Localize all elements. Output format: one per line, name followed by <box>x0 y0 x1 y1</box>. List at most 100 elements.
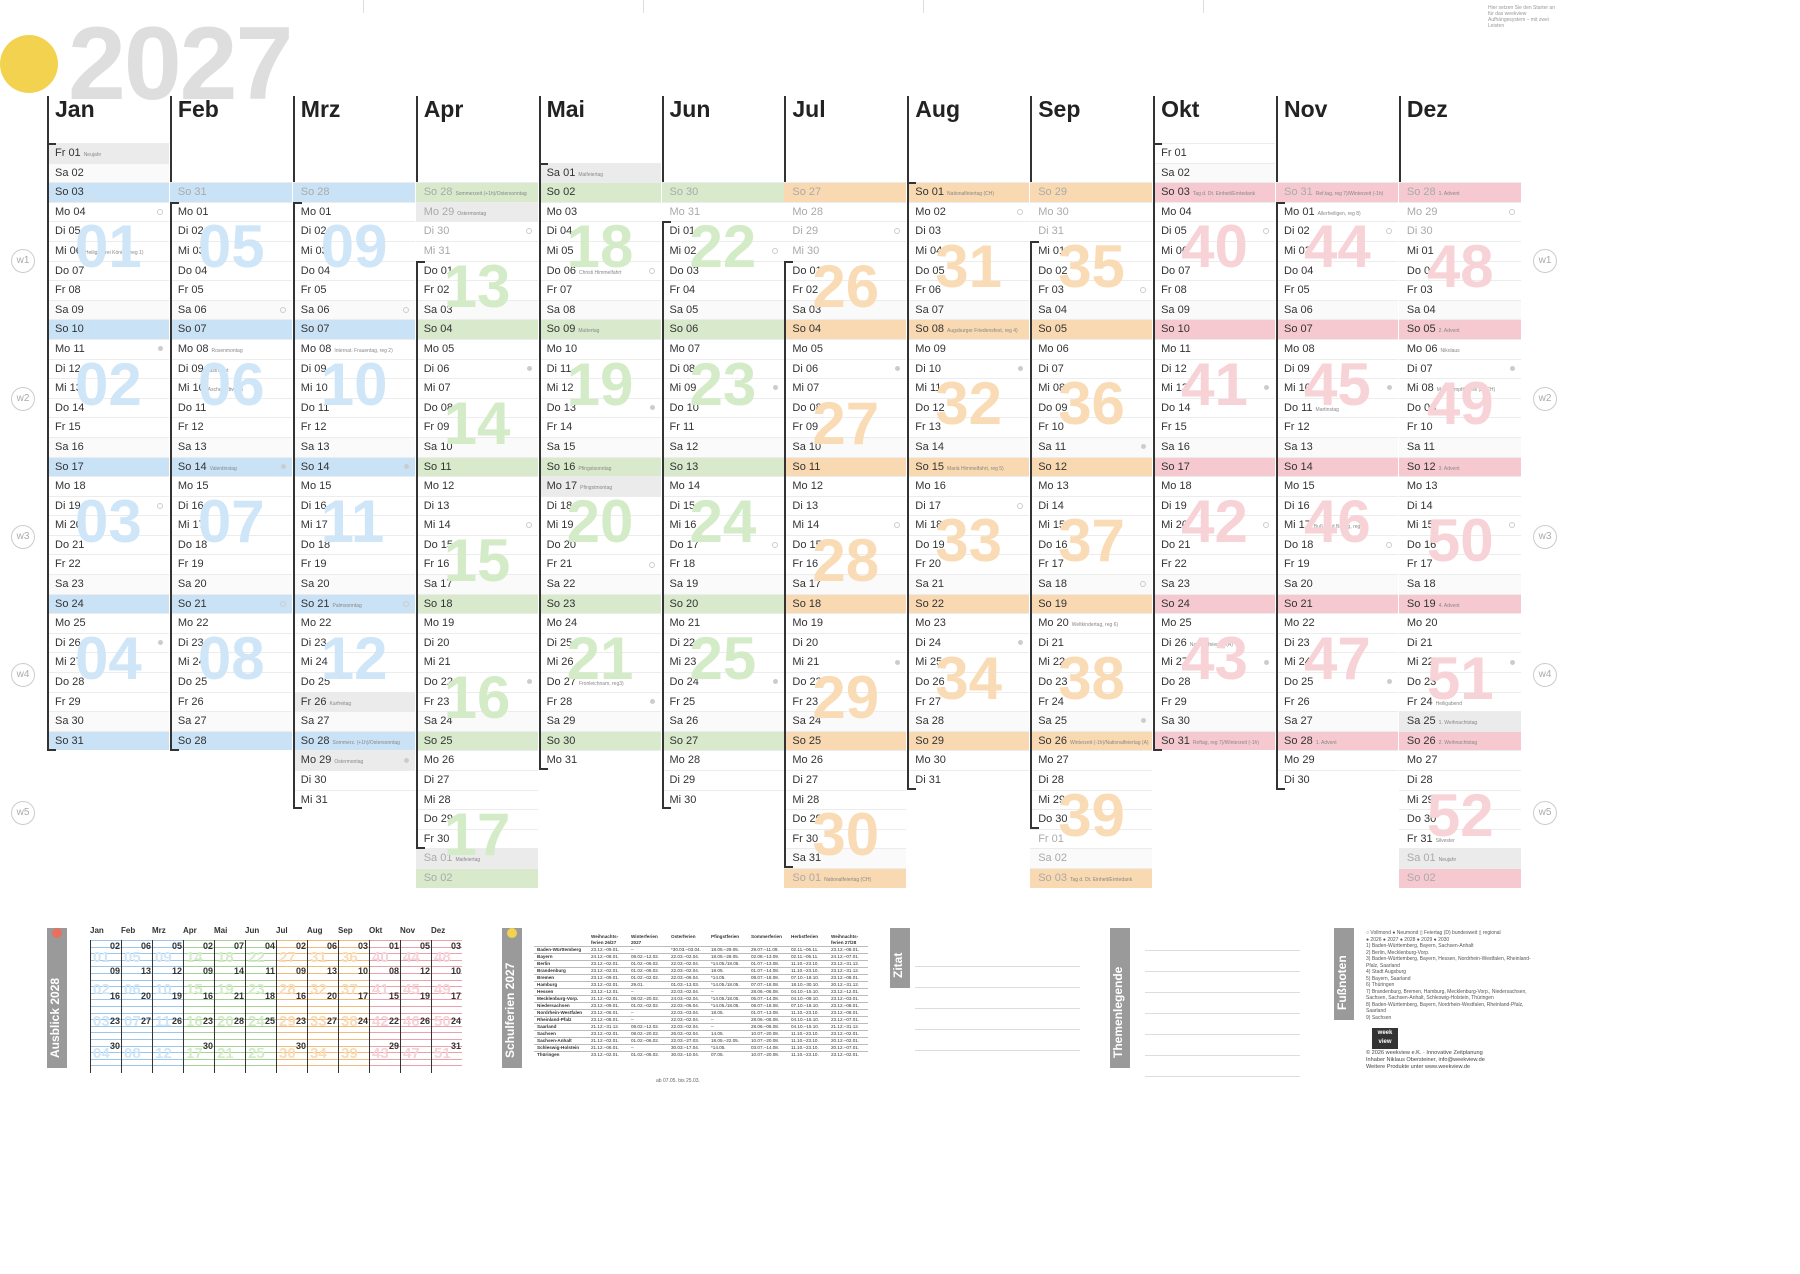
day-row[interactable]: Di 27 <box>784 770 907 790</box>
day-row[interactable]: Sa 26 <box>661 711 784 731</box>
day-row[interactable]: Do 20 <box>538 534 661 555</box>
day-row[interactable]: Mi 19 <box>538 515 661 535</box>
day-row-sunday[interactable]: So 20 <box>661 593 784 614</box>
day-row[interactable]: Mo 13 <box>1398 476 1521 496</box>
day-row[interactable]: Fr 20 <box>907 554 1030 574</box>
day-row[interactable]: Mi 18 <box>907 515 1030 535</box>
day-row[interactable]: Sa 03 <box>415 299 538 320</box>
day-row[interactable]: Mi 27 <box>1153 652 1276 672</box>
day-row[interactable]: Mi 01 <box>1398 240 1521 261</box>
day-row[interactable]: Mi 03 <box>1276 240 1398 261</box>
day-row-sunday[interactable]: So 18 <box>415 593 538 614</box>
day-row[interactable]: Do 28 <box>1153 672 1276 692</box>
day-row[interactable]: Di 23 <box>169 632 292 653</box>
day-row[interactable]: Sa 05 <box>661 299 784 320</box>
day-row[interactable]: Do 26 <box>907 672 1030 692</box>
day-row[interactable]: Do 05 <box>907 260 1030 281</box>
day-row[interactable]: Di 22 <box>661 632 784 653</box>
day-row[interactable]: Do 01 <box>784 260 907 281</box>
day-row[interactable]: Do 25 <box>169 672 292 692</box>
day-row-sunday[interactable]: So 15 Mariä Himmelfahrt, reg 5) <box>907 456 1030 477</box>
day-row[interactable]: Mi 12 <box>538 378 661 398</box>
day-row-sunday[interactable]: So 28 <box>292 182 415 202</box>
day-row[interactable]: Fr 01 <box>1030 828 1153 849</box>
day-row[interactable]: Mo 01 <box>292 201 415 222</box>
day-row[interactable]: Sa 22 <box>538 574 661 594</box>
day-row[interactable]: Mi 03 <box>292 240 415 261</box>
day-row[interactable]: Mi 17 <box>169 515 292 535</box>
day-row[interactable]: Fr 10 <box>1398 417 1521 437</box>
day-row[interactable]: Mi 28 <box>784 789 907 810</box>
day-row[interactable]: Di 17 <box>907 495 1030 516</box>
day-row[interactable]: Mo 29 <box>1398 201 1521 222</box>
day-row[interactable]: Sa 02 <box>1153 162 1276 183</box>
day-row[interactable]: Mo 20 Weltkindertag, reg 6) <box>1030 613 1153 633</box>
day-row-sunday[interactable]: So 05 2. Advent <box>1398 319 1521 339</box>
day-row[interactable]: Di 18 <box>538 495 661 516</box>
day-row-sunday[interactable]: So 02 <box>415 867 538 888</box>
day-row[interactable]: Sa 11 <box>1398 436 1521 457</box>
day-row[interactable]: Mi 01 <box>1030 240 1153 261</box>
day-row[interactable]: Do 07 <box>1153 260 1276 281</box>
day-row[interactable]: Fr 18 <box>661 554 784 574</box>
day-row[interactable]: Di 31 <box>1030 221 1153 241</box>
day-row[interactable]: Sa 27 <box>1276 711 1398 731</box>
day-row[interactable]: Mo 25 <box>47 613 169 633</box>
day-row-sunday[interactable]: So 10 <box>47 319 169 339</box>
day-row[interactable]: Di 25 <box>538 632 661 653</box>
day-row[interactable]: Fr 23 <box>415 691 538 712</box>
day-row[interactable]: Do 07 <box>47 260 169 281</box>
day-row-sunday[interactable]: So 04 <box>784 319 907 339</box>
day-row[interactable]: Do 25 <box>1276 672 1398 692</box>
day-row[interactable]: Fr 26 Karfreitag <box>292 691 415 712</box>
day-row[interactable]: Di 26 <box>47 632 169 653</box>
day-row[interactable]: Di 03 <box>907 221 1030 241</box>
day-row[interactable]: Di 06 <box>784 358 907 379</box>
day-row[interactable]: Mo 03 <box>538 201 661 222</box>
day-row[interactable]: Mi 31 <box>292 789 415 810</box>
day-row[interactable]: Fr 11 <box>661 417 784 437</box>
day-row[interactable]: Do 19 <box>907 534 1030 555</box>
day-row[interactable]: Do 04 <box>1276 260 1398 281</box>
day-row-sunday[interactable]: So 16 Pfingstsonntag <box>538 456 661 477</box>
day-row[interactable]: Sa 06 <box>1276 299 1398 320</box>
day-row[interactable]: Fr 09 <box>415 417 538 437</box>
day-row[interactable]: Sa 10 <box>784 436 907 457</box>
day-row[interactable]: Do 11 <box>169 397 292 418</box>
day-row[interactable]: Mi 10 Aschermittwoch <box>169 378 292 398</box>
day-row[interactable]: Di 16 <box>292 495 415 516</box>
day-row[interactable]: Fr 25 <box>661 691 784 712</box>
day-row[interactable]: Mo 19 <box>415 613 538 633</box>
day-row[interactable]: Fr 14 <box>538 417 661 437</box>
day-row[interactable]: Di 30 <box>1398 221 1521 241</box>
day-row[interactable]: Mo 29 Ostermontag <box>415 201 538 222</box>
day-row[interactable]: Sa 06 <box>169 299 292 320</box>
day-row-sunday[interactable]: So 28 <box>169 730 292 751</box>
day-row[interactable]: Sa 20 <box>292 574 415 594</box>
day-row[interactable]: Di 10 <box>907 358 1030 379</box>
day-row[interactable]: Sa 09 <box>1153 299 1276 320</box>
day-row[interactable]: Mo 12 <box>784 476 907 496</box>
day-row[interactable]: Fr 08 <box>1153 280 1276 300</box>
day-row-sunday[interactable]: So 08 Augsburger Friedensfest, reg 4) <box>907 319 1030 339</box>
day-row[interactable]: Di 21 <box>1030 632 1153 653</box>
day-row-sunday[interactable]: So 31 Ref.tag, reg 7)/Winterzeit (-1h) <box>1276 182 1398 202</box>
day-row[interactable]: Do 04 <box>169 260 292 281</box>
day-row[interactable]: Sa 09 <box>47 299 169 320</box>
day-row[interactable]: Fr 02 <box>415 280 538 300</box>
day-row-sunday[interactable]: So 17 <box>47 456 169 477</box>
day-row[interactable]: Mo 08 <box>1276 338 1398 359</box>
day-row[interactable]: Mo 15 <box>1276 476 1398 496</box>
day-row[interactable]: Sa 25 1. Weihnachtstag <box>1398 711 1521 731</box>
day-row[interactable]: Mo 15 <box>169 476 292 496</box>
day-row[interactable]: Mo 08 Rosenmontag <box>169 338 292 359</box>
day-row[interactable]: Di 13 <box>784 495 907 516</box>
day-row[interactable]: Mo 21 <box>661 613 784 633</box>
day-row[interactable]: Fr 24 Heiligabend <box>1398 691 1521 712</box>
day-row[interactable]: Fr 21 <box>538 554 661 574</box>
day-row-sunday[interactable]: So 30 <box>661 182 784 202</box>
day-row[interactable]: Di 30 <box>1276 770 1398 790</box>
day-row-sunday[interactable]: So 02 <box>538 182 661 202</box>
day-row-sunday[interactable]: So 05 <box>1030 319 1153 339</box>
day-row[interactable]: Di 11 <box>538 358 661 379</box>
